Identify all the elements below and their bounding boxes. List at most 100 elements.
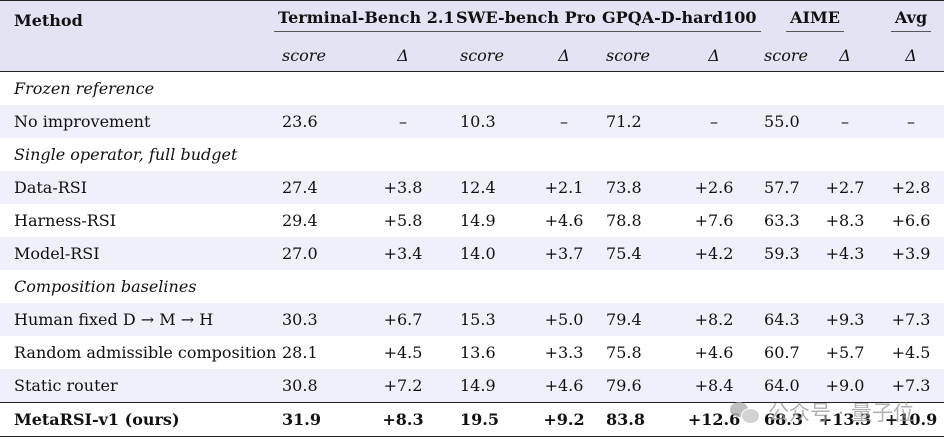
section-header-row: Composition baselines: [0, 270, 944, 303]
value-cell: 28.1: [282, 343, 318, 362]
group-header-terminal-bench: Terminal-Bench 2.1: [270, 1, 459, 40]
section-header-row: Single operator, full budget: [0, 138, 944, 171]
value-cell: +3.9: [891, 244, 931, 263]
value-cell: 83.8: [606, 410, 645, 429]
value-cell: +8.3: [825, 211, 865, 230]
value-cell: –: [841, 112, 850, 131]
value-cell: +7.6: [694, 211, 734, 230]
value-cell: +9.2: [543, 410, 585, 429]
subheader-cell: Δ: [534, 39, 595, 72]
value-cell: 13.6: [460, 343, 496, 362]
table-row: Static router 30.8 +7.2 14.9 +4.6 79.6 +8.4 64.…: [0, 369, 944, 403]
value-cell: +4.6: [694, 343, 734, 362]
subheader-cell: Δ: [812, 39, 879, 72]
table-row: Data-RSI 27.4 +3.8 12.4 +2.1 73.8 +2.6 57.7 +2.7…: [0, 171, 944, 204]
value-cell: 14.0: [460, 244, 496, 263]
value-cell: +4.5: [383, 343, 423, 362]
value-cell: –: [399, 112, 407, 131]
method-header: Method: [14, 10, 83, 30]
value-cell: +7.2: [383, 376, 423, 395]
value-cell: +8.4: [694, 376, 734, 395]
watermark-text: 公众号 · 量子位: [767, 401, 914, 425]
value-cell: 14.9: [460, 211, 496, 230]
value-cell: 14.9: [460, 376, 496, 395]
value-cell: 12.4: [460, 178, 496, 197]
method-cell: No improvement: [14, 112, 151, 131]
table-row: Model-RSI 27.0 +3.4 14.0 +3.7 75.4 +4.2 59.3 +4.…: [0, 237, 944, 270]
table-body: Frozen reference No improvement 23.6 – 10.3 –…: [0, 72, 944, 437]
header-row: Method Terminal-Bench 2.1 SWE-bench Pro …: [0, 0, 944, 40]
value-cell: +2.1: [544, 178, 584, 197]
value-cell: 79.4: [606, 310, 642, 329]
value-cell: 60.7: [764, 343, 800, 362]
value-cell: 31.9: [282, 410, 321, 429]
method-cell: Model-RSI: [14, 244, 100, 263]
subheader-cell: score: [270, 39, 358, 72]
value-cell: 10.3: [460, 112, 496, 131]
value-cell: –: [907, 112, 916, 131]
value-cell: 73.8: [606, 178, 642, 197]
subheader-cell: Δ: [676, 39, 753, 72]
value-cell: 19.5: [460, 410, 499, 429]
subheader-cell: Δ: [878, 39, 944, 72]
section-title: Single operator, full budget: [14, 145, 238, 164]
value-cell: +2.6: [694, 178, 734, 197]
value-cell: 75.4: [606, 244, 642, 263]
value-cell: +2.7: [825, 178, 865, 197]
value-cell: +4.5: [891, 343, 931, 362]
value-cell: +6.7: [383, 310, 423, 329]
value-cell: +13.3: [818, 410, 872, 429]
value-cell: 30.8: [282, 376, 318, 395]
method-cell: Data-RSI: [14, 178, 88, 197]
value-cell: 64.0: [764, 376, 800, 395]
value-cell: +3.7: [544, 244, 584, 263]
group-header-swe-bench: SWE-bench Pro: [448, 1, 600, 40]
section-header-row: Frozen reference: [0, 72, 944, 106]
value-cell: 27.0: [282, 244, 318, 263]
value-cell: 71.2: [606, 112, 642, 131]
method-cell: Static router: [14, 376, 118, 395]
value-cell: +4.2: [694, 244, 734, 263]
value-cell: 30.3: [282, 310, 318, 329]
value-cell: +10.9: [884, 410, 938, 429]
value-cell: 68.3: [764, 410, 803, 429]
method-cell: Human fixed D → M → H: [14, 310, 214, 329]
watermark: 公众号 · 量子位: [729, 397, 914, 427]
table-row: Random admissible composition 28.1 +4.5 13.…: [0, 336, 944, 369]
value-cell: +3.3: [544, 343, 584, 362]
value-cell: 23.6: [282, 112, 318, 131]
value-cell: +7.3: [891, 376, 931, 395]
method-cell: Random admissible composition: [14, 343, 277, 362]
value-cell: 15.3: [460, 310, 496, 329]
value-cell: +5.0: [544, 310, 584, 329]
wechat-icon: [729, 400, 760, 424]
value-cell: +12.6: [687, 410, 741, 429]
section-title: Composition baselines: [14, 277, 197, 296]
subheader-cell: score: [448, 39, 534, 72]
value-cell: +5.8: [383, 211, 423, 230]
value-cell: 64.3: [764, 310, 800, 329]
value-cell: +4.3: [825, 244, 865, 263]
group-header-aime: AIME: [752, 1, 878, 40]
group-header-gpqa: GPQA-D-hard100: [594, 1, 761, 40]
group-header-avg: Avg: [878, 1, 944, 40]
section-title: Frozen reference: [14, 79, 155, 98]
subheader-cell: Δ: [358, 39, 448, 72]
subheader-cell: score: [752, 39, 813, 72]
value-cell: +9.0: [825, 376, 865, 395]
value-cell: +7.3: [891, 310, 931, 329]
value-cell: 63.3: [764, 211, 800, 230]
value-cell: 55.0: [764, 112, 800, 131]
value-cell: +4.6: [544, 211, 584, 230]
table-row: Harness-RSI 29.4 +5.8 14.9 +4.6 78.8 +7.6 63.3 +…: [0, 204, 944, 237]
value-cell: +8.2: [694, 310, 734, 329]
value-cell: +5.7: [825, 343, 865, 362]
table-row: MetaRSI-v1 (ours) 31.9 +8.3 19.5 +9.2 83.8 +12…: [0, 402, 944, 437]
value-cell: +3.4: [383, 244, 423, 263]
value-cell: 59.3: [764, 244, 800, 263]
value-cell: –: [710, 112, 719, 131]
value-cell: +8.3: [382, 410, 424, 429]
value-cell: +4.6: [544, 376, 584, 395]
